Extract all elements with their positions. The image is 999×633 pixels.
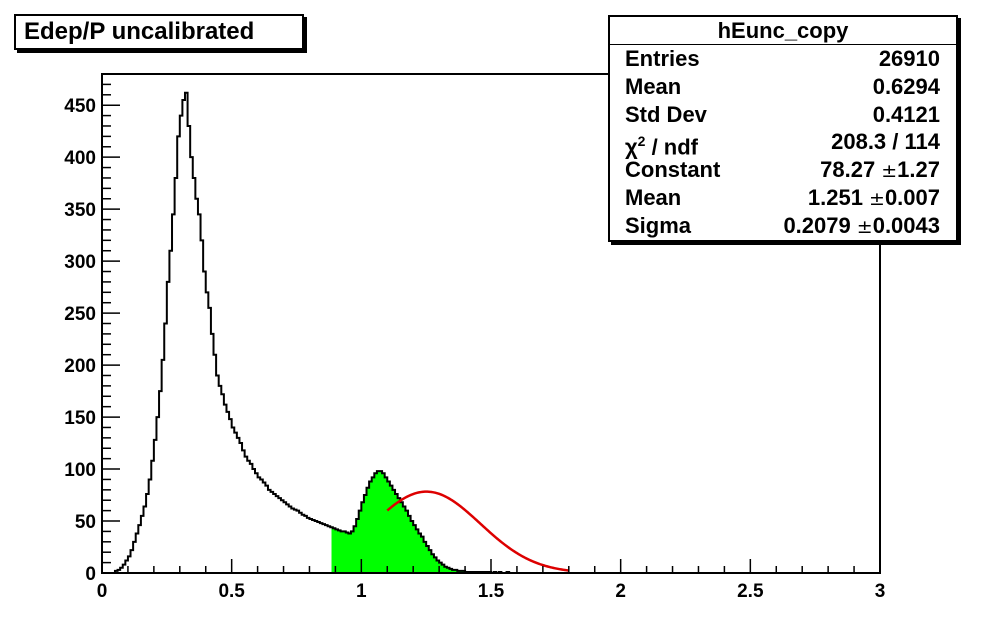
gaus-fit-line <box>386 490 569 572</box>
stats-rows: Entries 26910 Mean 0.6294 Std Dev 0.4121 χ2 / … <box>610 45 956 240</box>
stats-row: Sigma 0.2079 ±0.0043 <box>610 212 956 240</box>
y-tick-label: 100 <box>64 460 96 481</box>
stats-row: Mean 1.251 ±0.007 <box>610 184 956 212</box>
stats-value: 0.2079 ±0.0043 <box>783 212 940 238</box>
x-tick-label: 2.5 <box>737 581 764 602</box>
fit-curve <box>386 490 569 572</box>
stats-value: 1.251 ±0.007 <box>807 184 940 210</box>
y-axis: 0 50 100 150 200 250 300 350 400 450 <box>64 73 120 585</box>
y-tick-label: 450 <box>64 96 96 117</box>
stats-label: Entries <box>625 46 700 71</box>
stats-row: Mean 0.6294 <box>610 73 956 101</box>
y-tick-label: 150 <box>64 408 96 429</box>
x-axis: 0 0.5 1 1.5 2 2.5 3 <box>97 559 886 602</box>
x-tick-label: 3 <box>875 581 886 602</box>
y-tick-label: 400 <box>64 148 96 169</box>
x-tick-label: 2 <box>615 581 626 602</box>
stats-value: 78.27 ±1.27 <box>820 157 940 183</box>
chart-title-text: Edep/P uncalibrated <box>24 18 255 45</box>
x-tick-label: 1.5 <box>478 581 505 602</box>
y-tick-label: 200 <box>64 356 96 377</box>
y-tick-label: 0 <box>85 564 96 585</box>
stats-label: Sigma <box>625 212 692 238</box>
filled-region <box>331 471 523 573</box>
stats-row: Entries 26910 <box>610 45 956 73</box>
stats-title: hEunc_copy <box>610 17 956 45</box>
y-tick-label: 300 <box>64 252 96 273</box>
y-tick-label: 50 <box>75 512 96 533</box>
stats-label: Mean <box>625 184 682 210</box>
chart-title: Edep/P uncalibrated <box>14 14 304 50</box>
stats-value: 0.6294 <box>872 73 940 99</box>
stats-row: χ2 / ndf 208.3 / 114 <box>610 128 956 160</box>
stats-value: 208.3 / 114 <box>831 129 940 155</box>
stats-label: χ2 / ndf <box>625 133 699 160</box>
x-tick-label: 0.5 <box>218 581 245 602</box>
y-tick-label: 250 <box>64 304 96 325</box>
stats-value: 0.4121 <box>872 101 940 127</box>
stats-box: hEunc_copy Entries 26910 Mean 0.6294 Std Dev… <box>608 15 958 242</box>
stats-label: Std Dev <box>625 101 707 127</box>
stats-label: Mean <box>625 73 682 99</box>
stats-label: Constant <box>625 157 721 183</box>
stats-row: Constant 78.27 ±1.27 <box>610 156 956 184</box>
stats-value: 26910 <box>878 46 940 71</box>
x-tick-label: 1 <box>356 581 367 602</box>
y-tick-label: 350 <box>64 200 96 221</box>
stats-row: Std Dev 0.4121 <box>610 101 956 129</box>
x-tick-label: 0 <box>97 581 108 602</box>
fill-area <box>331 471 523 573</box>
